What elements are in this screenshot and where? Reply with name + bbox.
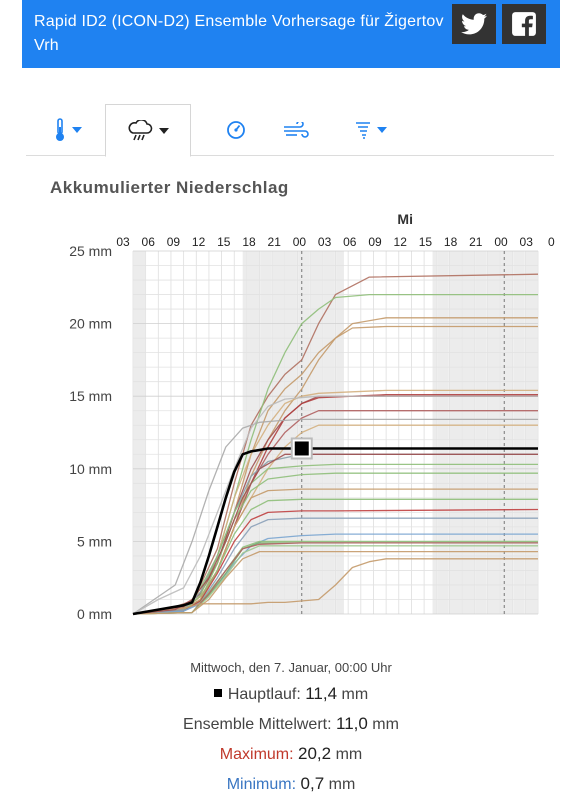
tab-divider [26,155,554,156]
max-value: 20,2 [298,744,332,763]
mean-label: Ensemble Mittelwert: [183,716,332,733]
y-tick-label: 10 mm [69,461,112,477]
x-tick-label: 12 [394,235,408,249]
x-tick-label: 09 [368,235,382,249]
x-tick-label: 06 [343,235,357,249]
x-tick-label: 15 [419,235,433,249]
x-tick-label: 09 [167,235,181,249]
y-tick-label: 15 mm [69,388,112,404]
max-unit: mm [335,746,363,763]
header-bar: Rapid ID2 (ICON-D2) Ensemble Vorhersage … [22,0,560,68]
x-tick-label: 12 [192,235,206,249]
mean-value: 11,0 [336,714,368,733]
y-tick-label: 20 mm [69,316,112,332]
mean-row: Ensemble Mittelwert: 11,0 mm [0,713,582,736]
chart-type-tabs [26,104,554,157]
y-tick-label: 0 mm [77,606,112,622]
x-tick-label: 03 [318,235,332,249]
night-band [432,251,538,614]
tab-gusts[interactable] [336,104,406,155]
chevron-down-icon [159,127,169,134]
x-tick-label: 03 [116,235,130,249]
chevron-down-icon [377,126,387,133]
x-tick-label: 18 [444,235,458,249]
main-run-label: Hauptlauf: [227,686,301,703]
chart-title: Akkumulierter Niederschlag [50,178,289,197]
x-tick-label: 06 [142,235,156,249]
max-label: Maximum: [219,746,294,763]
main-run-line [132,447,538,616]
gauge-icon [227,120,245,139]
ensemble-series-line [132,533,538,615]
precipitation-chart: 03060912151821000306091215182100030MiDo0… [69,211,555,622]
ensemble-series-line [132,550,538,615]
x-tick-label: 18 [242,235,256,249]
main-run-marker [294,441,309,456]
tab-temperature[interactable] [38,104,98,155]
selected-date: Mittwoch, den 7. Januar, 00:00 Uhr [190,660,392,675]
y-tick-label: 5 mm [77,533,112,549]
wind-icon [284,121,309,138]
max-row: Maximum: 20,2 mm [0,743,582,766]
thermometer-icon [56,117,64,141]
min-unit: mm [328,776,356,793]
main-run-value: 11,4 [305,684,338,703]
x-tick-label: 03 [520,235,534,249]
y-tick-label: 25 mm [69,243,112,259]
tab-wind[interactable] [266,104,326,155]
ensemble-series-line [132,558,538,615]
ensemble-series-line [132,395,538,615]
twitter-button[interactable] [452,4,496,44]
day-label: Mi [397,211,413,227]
twitter-icon [461,13,487,35]
facebook-icon [512,12,536,37]
facebook-button[interactable] [502,4,546,44]
rain-cloud-icon [128,119,153,140]
mean-unit: mm [372,716,399,733]
min-value: 0,7 [300,774,325,793]
tab-pressure[interactable] [206,104,266,155]
main-run-unit: mm [341,686,369,703]
gust-icon [356,121,370,139]
x-tick-label: 21 [268,235,282,249]
chevron-down-icon [72,126,82,133]
main-run-row: Hauptlauf: 11,4 mm [0,683,582,706]
x-tick-label: 15 [217,235,231,249]
main-run-marker-icon [213,688,222,697]
min-row: Minimum: 0,7 mm [0,773,582,796]
x-tick-label: 0 [548,235,555,249]
page-title: Rapid ID2 (ICON-D2) Ensemble Vorhersage … [34,13,444,54]
x-tick-label: 00 [494,235,508,249]
ensemble-series-line [132,418,538,615]
min-label: Minimum: [226,776,297,793]
x-tick-label: 00 [293,235,307,249]
tab-precipitation[interactable] [105,104,191,157]
x-tick-label: 21 [469,235,483,249]
night-band [133,251,146,614]
value-summary: Mittwoch, den 7. Januar, 00:00 Uhr Haupt… [0,660,582,803]
